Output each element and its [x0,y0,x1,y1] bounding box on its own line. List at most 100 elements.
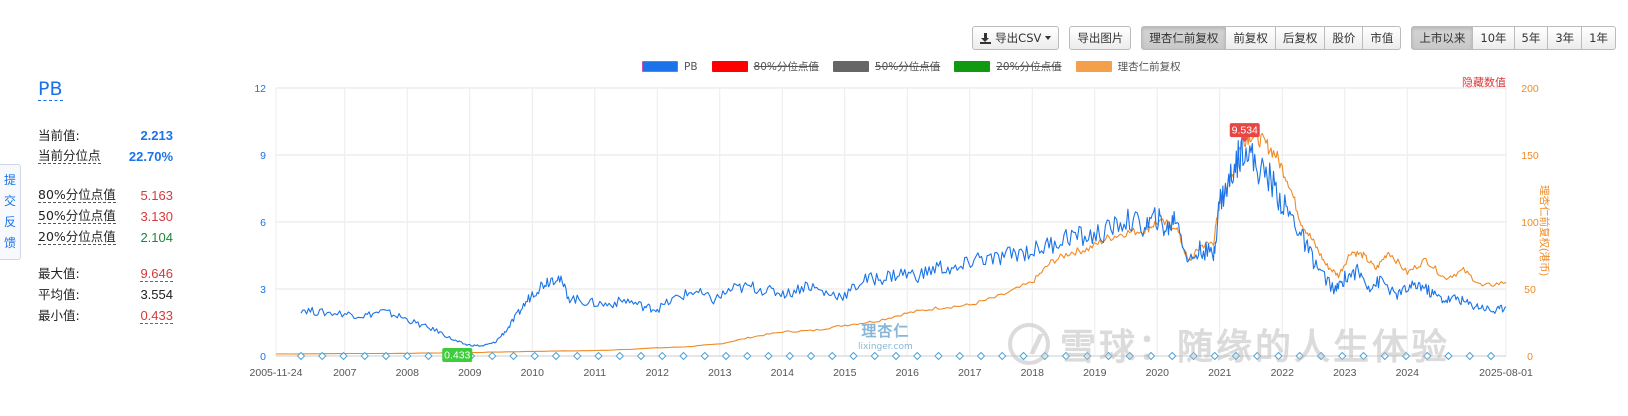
baseline-marker [1316,351,1326,361]
baseline-marker [1083,351,1092,361]
y-axis-right-title: 理杏仁前复权(港币) [1538,185,1551,276]
x-tick-label: 2017 [958,367,982,379]
x-tick-label: 2007 [333,367,357,379]
flag-pointer [1240,137,1249,143]
x-tick-label: 2018 [1021,367,1045,379]
chart-annotations: 9.534 0.433 [442,123,1260,362]
x-tick-label: 2020 [1146,367,1170,379]
watermark-site: lixinger.com [858,342,913,352]
baseline-marker [700,351,709,361]
x-tick-label: 2012 [646,367,670,379]
baseline-marker [849,351,858,361]
stat-label: 平均值: [38,286,80,302]
adjust-option-lixinger[interactable]: 理杏仁前复权 [1141,26,1227,50]
min-value-flag: 0.433 [442,348,473,362]
y-left-tick-label: 0 [260,351,266,363]
x-tick-label: 2025-08-01 [1479,367,1533,379]
x-tick-label: 2024 [1396,367,1420,379]
baseline-marker [530,351,539,361]
baseline-marker [1401,351,1411,361]
feedback-tab[interactable]: 提 交 反 馈 [0,164,21,260]
stat-value: 3.130 [140,209,173,224]
legend-swatch [642,61,678,72]
flag-text: 9.534 [1232,125,1258,137]
stat-avg: 平均值: 3.554 [38,284,173,305]
legend-item-pb[interactable]: PB [642,59,698,74]
baseline-marker [1189,351,1198,361]
stats-percentiles: 80%分位点值 5.163 50%分位点值 3.130 20%分位点值 2.10… [38,185,173,248]
max-value-flag: 9.534 [1229,123,1260,143]
x-axis-labels: 2005-11-24 2007 2008 2009 2010 2011 2012 2013 20… [250,367,1533,379]
flag-text: 0.433 [444,350,470,362]
chart-markers [296,351,1496,361]
baseline-marker [785,351,794,361]
range-toggle-group: 上市以来 10年 5年 3年 1年 [1411,26,1616,50]
caret-down-icon [1045,36,1052,40]
x-tick-label: 2010 [521,367,545,379]
xueqiu-watermark: 雪球：随缘的人生体验 [1008,318,1450,370]
range-option-10y[interactable]: 10年 [1472,26,1515,50]
baseline-marker [1359,351,1368,361]
baseline-marker [1486,351,1496,361]
legend-swatch [711,61,748,72]
baseline-marker [296,351,306,361]
baseline-marker [360,351,369,361]
y-axis-labels: 0 3 6 9 12 0 50 100 150 200 [254,83,1539,363]
baseline-marker [551,351,561,361]
stat-label[interactable]: 80%分位点值 [38,187,116,203]
legend-item-p50[interactable]: 50%分位点值 [832,59,940,74]
stat-label[interactable]: 20%分位点值 [38,229,116,245]
baseline-marker [870,351,879,361]
baseline-marker [976,351,986,361]
stat-label: 当前值: [38,127,80,143]
baseline-marker [1210,351,1219,361]
toolbar: 导出CSV 导出图片 理杏仁前复权 前复权 后复权 股价 市值 上市以来 10年… [972,26,1616,50]
stat-value: 22.70% [128,149,173,164]
baseline-marker [934,351,943,361]
legend-item-p20[interactable]: 20%分位点值 [954,59,1062,74]
stat-max: 最大值: 9.646 [38,263,173,284]
adjust-option-marketcap[interactable]: 市值 [1362,26,1402,50]
baseline-marker [1253,351,1262,361]
legend-item-price[interactable]: 理杏仁前复权 [1075,59,1181,74]
baseline-marker [1380,351,1389,361]
stat-value[interactable]: 9.646 [140,265,173,282]
stat-label[interactable]: 当前分位点 [38,148,101,164]
stat-min: 最小值: 0.433 [38,305,173,326]
metric-title[interactable]: PB [38,78,63,101]
export-csv-button[interactable]: 导出CSV [972,26,1060,50]
chart-legend: PB 80%分位点值 50%分位点值 20%分位点值 理杏仁前复权 [642,59,1181,74]
download-icon [980,32,992,44]
baseline-marker [891,351,901,361]
x-tick-label: 2022 [1271,367,1295,379]
baseline-marker [1146,351,1156,361]
x-tick-label: 2014 [771,367,795,379]
range-option-1y[interactable]: 1年 [1581,26,1616,50]
x-tick-label: 2015 [833,367,857,379]
x-tick-label: 2013 [708,367,732,379]
baseline-marker [615,351,624,361]
baseline-marker [1125,351,1134,361]
chart-series [275,129,1507,355]
baseline-marker [721,351,731,361]
hide-data-link[interactable]: 隐藏数值 [1462,76,1506,89]
legend-item-p80[interactable]: 80%分位点值 [711,59,819,74]
stat-label[interactable]: 50%分位点值 [38,208,116,224]
export-image-button[interactable]: 导出图片 [1069,26,1132,50]
series-line-pb [300,137,1507,347]
flag-box [442,348,473,362]
y-left-tick-label: 12 [254,83,266,95]
legend-swatch [954,61,991,72]
baseline-marker [1104,351,1113,361]
baseline-marker [381,351,391,361]
range-option-5y[interactable]: 5年 [1513,26,1549,50]
baseline-marker [488,351,497,361]
stat-value[interactable]: 0.433 [140,307,173,324]
baseline-marker [913,351,922,361]
stat-current: 当前值: 2.213 [38,125,173,146]
baseline-marker [1444,351,1453,361]
y-left-tick-label: 9 [260,150,266,162]
adjust-option-price[interactable]: 股价 [1324,26,1364,50]
stat-value: 2.104 [140,230,173,245]
